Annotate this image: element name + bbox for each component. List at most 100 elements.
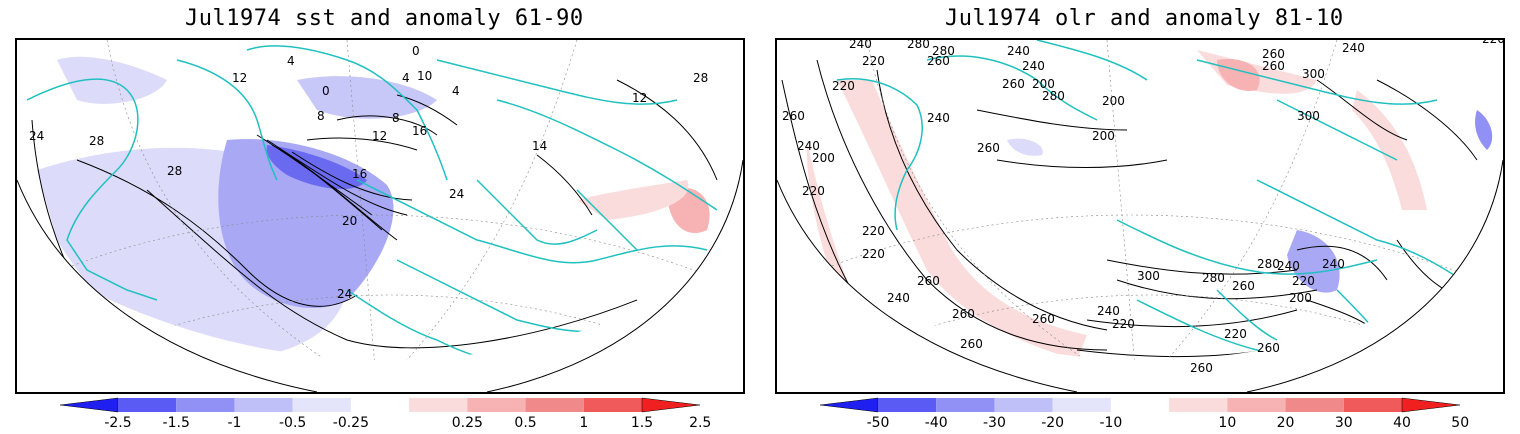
sst-colorbar-tick-label: 2.5 <box>689 415 711 431</box>
olr-colorbar-tick-label: 10 <box>1218 415 1236 431</box>
contour-label: 20 <box>342 214 357 228</box>
contour-label: 300 <box>1137 269 1160 283</box>
contour-label: 240 <box>1342 41 1365 55</box>
contour-label: 0 <box>412 44 420 58</box>
sst-colorbar-svg: -2.5 -1.5 -1 -0.5 -0.25 0.25 0.5 1 1.5 2.5 <box>59 397 711 431</box>
contour-label: 220 <box>1482 40 1503 46</box>
contour-label: 300 <box>1297 109 1320 123</box>
olr-colorbar-tick-label: -10 <box>1099 415 1122 431</box>
contour-label: 240 <box>1322 257 1345 271</box>
olr-colorbar-tick-label: -40 <box>925 415 948 431</box>
contour-label: 12 <box>372 129 387 143</box>
left-panel-title: Jul1974 sst and anomaly 61-90 <box>185 6 584 31</box>
right-panel-title: Jul1974 olr and anomaly 81-10 <box>945 6 1344 31</box>
olr-colorbar-tick-label: -50 <box>867 415 890 431</box>
sst-colorbar-tick-label: 1 <box>579 415 588 431</box>
contour-label: 4 <box>287 54 295 68</box>
contour-label: 260 <box>1262 59 1285 73</box>
sst-colorbar-segment <box>292 398 351 412</box>
contour-label: 260 <box>977 141 1000 155</box>
sst-colorbar-segment <box>583 398 642 412</box>
contour-label: 240 <box>1007 44 1030 58</box>
olr-colorbar-low-triangle <box>819 397 879 413</box>
contour-label: 220 <box>862 224 885 238</box>
contour-label: 260 <box>960 337 983 351</box>
olr-colorbar-tick-label: 30 <box>1335 415 1353 431</box>
contour-label: 280 <box>1257 257 1280 271</box>
contour-label: 240 <box>849 40 872 51</box>
sst-colorbar: -2.5 -1.5 -1 -0.5 -0.25 0.25 0.5 1 1.5 2.5 <box>59 397 711 434</box>
olr-colorbar-svg: -50 -40 -30 -20 -10 10 20 30 40 50 <box>819 397 1469 431</box>
contour-label: 280 <box>907 40 930 51</box>
olr-colorbar-tick-label: 50 <box>1451 415 1469 431</box>
olr-colorbar-segment <box>1343 398 1402 412</box>
olr-positive-anomaly-arc <box>837 80 1087 360</box>
contour-label: 260 <box>1190 361 1213 375</box>
contour-label: 300 <box>1302 67 1325 81</box>
contour-label: 24 <box>449 187 464 201</box>
contour-label: 220 <box>862 54 885 68</box>
contour-label: 260 <box>1002 77 1025 91</box>
contour-label: 280 <box>932 44 955 58</box>
sst-colorbar-segment <box>525 398 584 412</box>
contour-label: 220 <box>802 184 825 198</box>
sst-map-panel: 0 4 8 12 16 20 24 28 24 28 12 16 0 4 8 1… <box>15 38 745 394</box>
contour-label: 10 <box>417 69 432 83</box>
contour-label: 16 <box>412 124 427 138</box>
olr-colorbar-segment <box>1110 398 1170 412</box>
sst-colorbar-low-triangle <box>59 397 119 413</box>
sst-colorbar-high-triangle <box>641 397 701 413</box>
olr-colorbar-segment <box>1285 398 1344 412</box>
sst-contour-labels: 0 4 8 12 16 20 24 28 24 28 12 16 0 4 8 1… <box>29 44 708 301</box>
sst-colorbar-segment <box>409 398 468 412</box>
sst-colorbar-segment <box>118 398 177 412</box>
olr-colorbar-tick-label: 40 <box>1393 415 1411 431</box>
contour-label: 280 <box>1042 89 1065 103</box>
contour-label: 260 <box>1232 279 1255 293</box>
sst-colorbar-tick-label: -1.5 <box>163 415 190 431</box>
olr-contour-labels: 240 280 220 260 280 240 240 200 260 280 … <box>782 40 1503 375</box>
contour-label: 12 <box>232 71 247 85</box>
sst-colorbar-tick-label: -0.25 <box>333 415 369 431</box>
olr-map-panel: 240 280 220 260 280 240 240 200 260 280 … <box>775 38 1505 394</box>
contour-label: 240 <box>797 139 820 153</box>
olr-map: 240 280 220 260 280 240 240 200 260 280 … <box>777 40 1503 392</box>
contour-label: 220 <box>1224 327 1247 341</box>
contour-label: 8 <box>317 109 325 123</box>
contour-label: 260 <box>1257 341 1280 355</box>
contour-label: 4 <box>402 71 410 85</box>
contour-label: 260 <box>952 307 975 321</box>
contour-label: 24 <box>337 287 352 301</box>
contour-label: 280 <box>1202 271 1225 285</box>
olr-colorbar: -50 -40 -30 -20 -10 10 20 30 40 50 <box>819 397 1469 434</box>
contour-label: 220 <box>832 79 855 93</box>
sst-colorbar-tick-label: 1.5 <box>631 415 653 431</box>
contour-label: 16 <box>352 167 367 181</box>
sst-positive-anomaly-arc <box>577 180 689 220</box>
contour-label: 260 <box>917 274 940 288</box>
olr-colorbar-high-triangle <box>1401 397 1461 413</box>
olr-colorbar-segment <box>1052 398 1111 412</box>
sst-colorbar-segment <box>350 398 410 412</box>
contour-label: 4 <box>452 84 460 98</box>
contour-label: 200 <box>812 151 835 165</box>
contour-label: 240 <box>1022 59 1045 73</box>
sst-colorbar-tick-label: -2.5 <box>104 415 131 431</box>
olr-colorbar-segment <box>1227 398 1286 412</box>
contour-label: 240 <box>1097 304 1120 318</box>
contour-label: 260 <box>1032 312 1055 326</box>
contour-label: 28 <box>167 164 182 178</box>
olr-negative-anomaly-east <box>1475 110 1493 150</box>
olr-colorbar-segment <box>878 398 937 412</box>
sst-colorbar-segment <box>176 398 235 412</box>
contour-label: 220 <box>862 247 885 261</box>
contour-label: 14 <box>532 139 547 153</box>
contour-label: 220 <box>1292 274 1315 288</box>
contour-label: 240 <box>1277 259 1300 273</box>
contour-label: 260 <box>1262 47 1285 61</box>
olr-negative-anomaly-center <box>1007 138 1043 156</box>
contour-label: 220 <box>1112 317 1135 331</box>
contour-label: 240 <box>887 291 910 305</box>
sst-colorbar-segment <box>467 398 526 412</box>
sst-negative-anomaly-patch <box>57 56 167 104</box>
